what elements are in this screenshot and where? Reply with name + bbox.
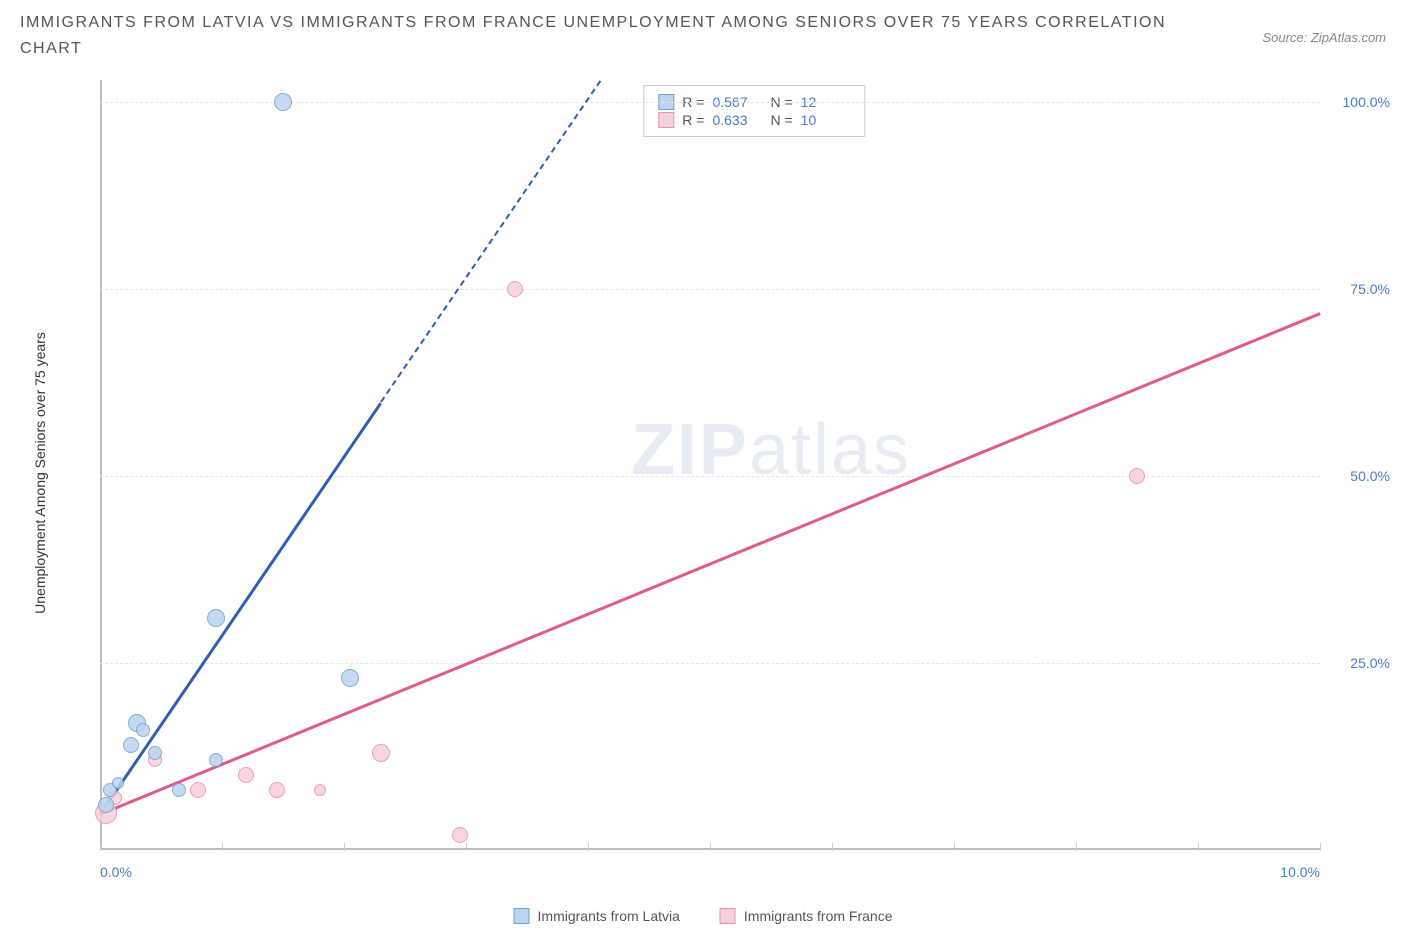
y-tick-label: 50.0% <box>1350 468 1390 484</box>
data-point <box>190 782 206 798</box>
x-tick <box>344 843 345 851</box>
x-tick <box>1198 843 1199 851</box>
data-point <box>341 669 359 687</box>
x-tick <box>466 843 467 851</box>
x-tick <box>710 843 711 851</box>
chart-area: Unemployment Among Seniors over 75 years… <box>70 80 1320 850</box>
data-point <box>98 797 114 813</box>
x-tick <box>588 843 589 851</box>
y-tick-label: 25.0% <box>1350 655 1390 671</box>
watermark: ZIPatlas <box>631 409 911 491</box>
stats-legend: R = 0.567 N = 12 R = 0.633 N = 10 <box>643 85 865 137</box>
data-point <box>372 744 390 762</box>
x-tick <box>954 843 955 851</box>
data-point <box>207 609 225 627</box>
x-tick-label: 0.0% <box>100 864 132 880</box>
data-point <box>136 723 150 737</box>
n-value: 10 <box>801 112 851 128</box>
x-tick-label: 10.0% <box>1280 864 1320 880</box>
legend-item-france: Immigrants from France <box>720 908 893 924</box>
data-point <box>314 784 326 796</box>
trendline-dashed <box>380 80 601 403</box>
n-label: N = <box>770 112 792 128</box>
stats-row-france: R = 0.633 N = 10 <box>658 112 850 128</box>
x-tick <box>1076 843 1077 851</box>
data-point <box>209 753 223 767</box>
x-tick <box>1320 843 1321 851</box>
x-tick <box>222 843 223 851</box>
data-point <box>112 777 124 789</box>
x-tick <box>832 843 833 851</box>
data-point <box>452 827 468 843</box>
trendline <box>99 312 1320 816</box>
y-axis-line <box>100 80 102 850</box>
x-tick <box>100 843 101 851</box>
trendline <box>99 402 382 815</box>
swatch-latvia <box>514 908 530 924</box>
data-point <box>148 746 162 760</box>
y-tick-label: 100.0% <box>1343 94 1390 110</box>
legend-label: Immigrants from France <box>744 908 893 924</box>
source-attribution: Source: ZipAtlas.com <box>1262 30 1386 45</box>
data-point <box>1129 468 1145 484</box>
gridline <box>100 289 1320 290</box>
r-value: 0.633 <box>712 112 762 128</box>
swatch-france <box>658 112 674 128</box>
series-legend: Immigrants from Latvia Immigrants from F… <box>514 908 893 924</box>
data-point <box>269 782 285 798</box>
data-point <box>172 783 186 797</box>
y-axis-label: Unemployment Among Seniors over 75 years <box>32 332 48 614</box>
gridline <box>100 663 1320 664</box>
legend-label: Immigrants from Latvia <box>538 908 680 924</box>
data-point <box>238 767 254 783</box>
legend-item-latvia: Immigrants from Latvia <box>514 908 680 924</box>
y-tick-label: 75.0% <box>1350 281 1390 297</box>
data-point <box>507 281 523 297</box>
r-label: R = <box>682 112 704 128</box>
data-point <box>274 93 292 111</box>
swatch-france <box>720 908 736 924</box>
chart-title: IMMIGRANTS FROM LATVIA VS IMMIGRANTS FRO… <box>20 10 1170 61</box>
plot-region: ZIPatlas R = 0.567 N = 12 R = 0.633 N = … <box>100 80 1320 850</box>
data-point <box>123 737 139 753</box>
